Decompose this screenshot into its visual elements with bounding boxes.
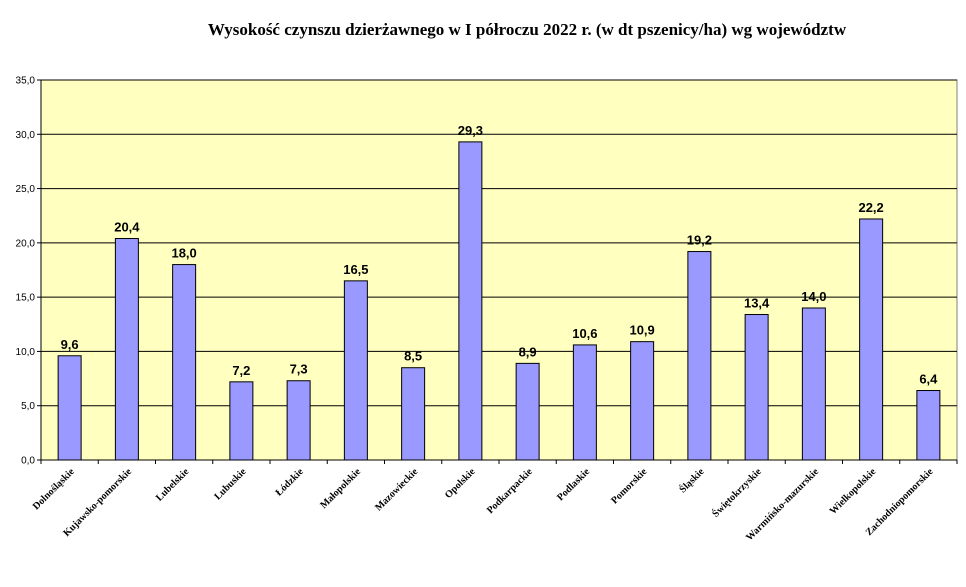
- y-tick-label: 0,0: [21, 456, 35, 467]
- y-tick-label: 5,0: [21, 401, 35, 412]
- data-label: 19,2: [687, 233, 712, 248]
- bar: [801, 307, 826, 461]
- bar: [859, 218, 884, 461]
- x-tick-label: Łódzkie: [274, 466, 307, 499]
- data-labels: 9,6 20,4 18,0 7,2 7,3 16,5 8,5 29,3 8,9 10,6 10,9 1…: [61, 123, 939, 387]
- bar: [744, 314, 769, 461]
- bar: [229, 381, 254, 461]
- y-tick-label: 15,0: [16, 293, 36, 304]
- bar: [286, 380, 311, 461]
- x-tick-label: Lubuskie: [212, 466, 248, 502]
- data-label: 9,6: [61, 337, 79, 352]
- x-tick-label: Małopolskie: [318, 466, 363, 511]
- x-tick-label: Wielkopolskie: [828, 466, 879, 517]
- x-tick-label: Podkarpackie: [485, 466, 535, 516]
- data-label: 20,4: [114, 220, 140, 235]
- y-tick-label: 30,0: [16, 130, 36, 141]
- data-label: 10,6: [572, 326, 597, 341]
- x-tick-label: Pomorskie: [609, 466, 649, 506]
- data-label: 22,2: [858, 200, 883, 215]
- data-label: 14,0: [801, 289, 826, 304]
- data-label: 8,9: [519, 344, 537, 359]
- y-tick-label: 10,0: [16, 347, 36, 358]
- bar: [630, 341, 655, 461]
- bar: [458, 141, 483, 461]
- bar: [687, 251, 712, 461]
- bar: [114, 238, 139, 461]
- bar: [57, 355, 82, 461]
- bar: [343, 280, 368, 461]
- x-tick-label: Opolskie: [443, 466, 478, 501]
- data-label: 8,5: [404, 349, 422, 364]
- y-tick-label: 25,0: [16, 184, 36, 195]
- bar: [515, 362, 540, 461]
- bar: [572, 344, 597, 461]
- x-tick-label: Lubelskie: [154, 466, 192, 504]
- x-tick-label: Mazowieckie: [373, 466, 420, 513]
- x-tick-label: Śląskie: [677, 465, 707, 495]
- y-tick-label: 35,0: [16, 76, 36, 87]
- data-label: 16,5: [343, 262, 368, 277]
- y-axis-ticks: 0,0 5,0 10,0 15,0 20,0 25,0 30,0 35,0: [16, 76, 41, 467]
- data-label: 7,2: [232, 363, 250, 378]
- chart-title: Wysokość czynszu dzierżawnego w I półroc…: [208, 20, 847, 39]
- x-tick-label: Świętokrzyskie: [710, 465, 764, 519]
- data-label: 6,4: [919, 372, 938, 387]
- data-label: 10,9: [629, 323, 654, 338]
- data-label: 13,4: [744, 296, 770, 311]
- x-tick-label: Podlaskie: [555, 466, 592, 503]
- bar: [172, 264, 197, 461]
- x-tick-label: Dolnośląskie: [31, 466, 77, 512]
- y-tick-label: 20,0: [16, 238, 36, 249]
- data-label: 29,3: [458, 123, 483, 138]
- bar: [916, 390, 941, 461]
- bars: [57, 141, 941, 461]
- data-label: 7,3: [290, 362, 308, 377]
- bar: [401, 367, 426, 461]
- data-label: 18,0: [171, 246, 196, 261]
